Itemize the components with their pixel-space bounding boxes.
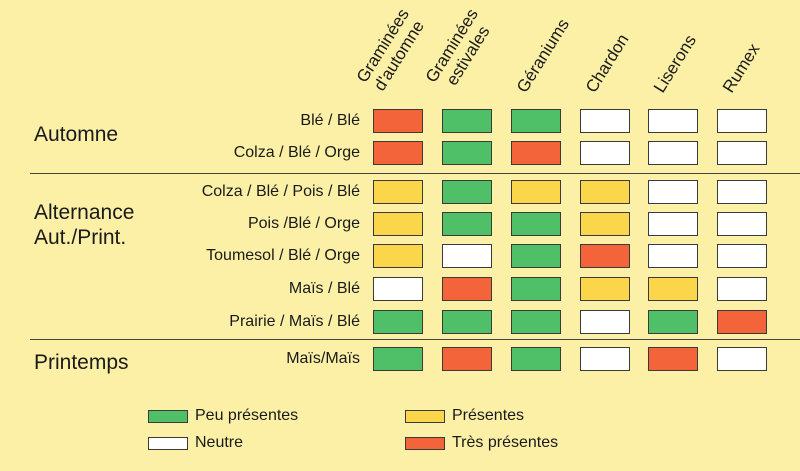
heatmap-cell [580, 141, 630, 165]
heatmap-cell [442, 310, 492, 334]
column-header-line: Rumex [718, 40, 764, 96]
legend-label: Présentes [452, 407, 525, 424]
heatmap-cell [580, 277, 630, 301]
heatmap-cell [511, 109, 561, 133]
heatmap-cell [580, 347, 630, 371]
row-label: Pois /Blé / Orge [247, 215, 360, 232]
heatmap-cell [717, 310, 767, 334]
legend-label: Neutre [195, 434, 244, 451]
group-separator [30, 173, 800, 174]
heatmap-cell [442, 109, 492, 133]
row-label: Prairie / Maïs / Blé [229, 313, 360, 330]
heatmap-cell [511, 347, 561, 371]
heatmap-cell [442, 180, 492, 204]
heatmap-cell [373, 244, 423, 268]
column-header-line: Liserons [649, 31, 701, 97]
heatmap-cell [648, 141, 698, 165]
heatmap-cell [648, 277, 698, 301]
heatmap-cell [717, 347, 767, 371]
heatmap-cell [373, 141, 423, 165]
legend-label: Très présentes [452, 434, 559, 451]
heatmap-cell [442, 212, 492, 236]
heatmap-cell [580, 180, 630, 204]
group-label: Printemps [34, 350, 129, 375]
heatmap-cell [648, 212, 698, 236]
heatmap-cell [511, 212, 561, 236]
column-header: Rumex [719, 40, 764, 96]
heatmap-cell [717, 212, 767, 236]
group-label-line: Alternance [34, 201, 135, 224]
column-header: Graminées d'automne [353, 5, 429, 96]
column-header: Graminées estivales [422, 5, 498, 96]
heatmap-cell [580, 244, 630, 268]
column-header: Chardon [582, 31, 633, 96]
heatmap-cell [442, 277, 492, 301]
group-label-line: Printemps [34, 351, 129, 374]
heatmap-cell [717, 244, 767, 268]
column-header-line: Chardon [581, 30, 633, 97]
heatmap-cell [373, 310, 423, 334]
group-separator [30, 339, 800, 340]
heatmap-cell [648, 180, 698, 204]
legend-swatch [405, 437, 445, 450]
heatmap-cell [717, 180, 767, 204]
row-label: Blé / Blé [300, 112, 360, 129]
heatmap-cell [717, 141, 767, 165]
heatmap-cell [580, 109, 630, 133]
heatmap-cell [648, 310, 698, 334]
heatmap-cell [442, 347, 492, 371]
row-label: Toumesol / Blé / Orge [206, 247, 360, 264]
heatmap-cell [373, 109, 423, 133]
row-label: Maïs / Blé [288, 280, 360, 297]
group-label-line: Aut./Print. [34, 226, 127, 249]
group-label: Automne [34, 122, 118, 147]
column-header-line: Géraniums [512, 15, 574, 96]
heatmap-cell [373, 347, 423, 371]
heatmap-cell [373, 212, 423, 236]
heatmap-cell [717, 277, 767, 301]
row-label: Colza / Blé / Orge [233, 144, 360, 161]
heatmap-cell [373, 277, 423, 301]
column-header: Liserons [650, 31, 700, 96]
heatmap-cell [648, 347, 698, 371]
heatmap-cell [717, 109, 767, 133]
group-label-line: Automne [34, 123, 119, 146]
legend-swatch [405, 410, 445, 423]
heatmap-cell [442, 141, 492, 165]
heatmap-cell [511, 310, 561, 334]
heatmap-cell [580, 310, 630, 334]
heatmap-cell [511, 244, 561, 268]
legend-swatch [148, 410, 188, 423]
heatmap-cell [511, 141, 561, 165]
heatmap-cell [511, 277, 561, 301]
group-label: Alternance Aut./Print. [34, 200, 134, 250]
heatmap-cell [373, 180, 423, 204]
heatmap-cell [442, 244, 492, 268]
legend-label: Peu présentes [195, 407, 299, 424]
heatmap-cell [511, 180, 561, 204]
heatmap-cell [648, 244, 698, 268]
heatmap-cell [648, 109, 698, 133]
heatmap-cell [580, 212, 630, 236]
column-header: Géraniums [513, 15, 573, 96]
row-label: Maïs/Maïs [286, 350, 360, 367]
row-label: Colza / Blé / Pois / Blé [201, 183, 360, 200]
legend-swatch [148, 437, 188, 450]
